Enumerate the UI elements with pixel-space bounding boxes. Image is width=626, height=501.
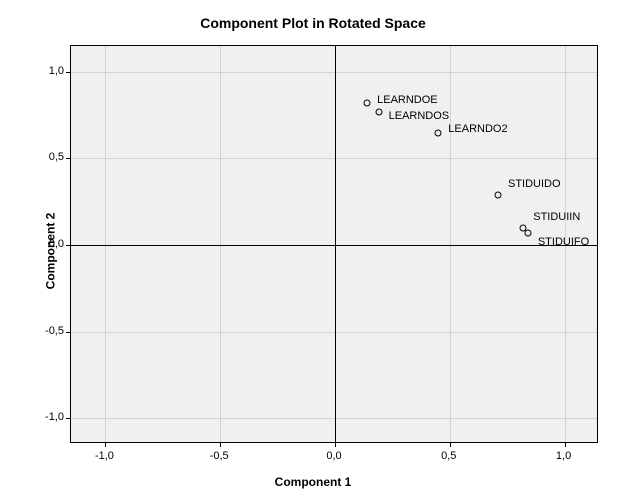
x-tick-label: 0,5: [441, 450, 456, 462]
data-point-label: LEARNDOE: [377, 94, 438, 106]
x-tick-label: -0,5: [210, 450, 229, 462]
x-gridline: [105, 46, 106, 442]
x-zero-line: [335, 46, 336, 442]
data-point: [494, 191, 501, 198]
y-gridline: [71, 72, 597, 73]
y-tick-label: -1,0: [40, 411, 64, 423]
y-tick-mark: [66, 158, 71, 159]
y-tick-mark: [66, 72, 71, 73]
y-tick-label: 0,0: [40, 238, 64, 250]
component-plot-chart: Component Plot in Rotated Space Componen…: [0, 0, 626, 501]
x-tick-mark: [220, 442, 221, 447]
x-tick-label: 1,0: [556, 450, 571, 462]
data-point: [435, 129, 442, 136]
data-point-label: LEARNDOS: [389, 110, 450, 122]
x-tick-label: 0,0: [326, 450, 341, 462]
data-point-label: STIDUIFO: [538, 236, 589, 248]
data-point: [524, 229, 531, 236]
y-axis-title: Component 2: [43, 212, 57, 289]
y-zero-line: [71, 245, 597, 246]
y-gridline: [71, 332, 597, 333]
y-tick-label: 1,0: [40, 65, 64, 77]
y-tick-mark: [66, 418, 71, 419]
y-gridline: [71, 418, 597, 419]
y-tick-mark: [66, 332, 71, 333]
x-tick-mark: [335, 442, 336, 447]
y-tick-label: 0,5: [40, 151, 64, 163]
x-tick-mark: [450, 442, 451, 447]
data-point-label: STIDUIIN: [533, 211, 580, 223]
x-tick-label: -1,0: [95, 450, 114, 462]
x-tick-mark: [565, 442, 566, 447]
data-point: [375, 108, 382, 115]
x-axis-title: Component 1: [0, 475, 626, 489]
data-point-label: LEARNDO2: [448, 123, 507, 135]
data-point: [364, 100, 371, 107]
x-gridline: [450, 46, 451, 442]
y-gridline: [71, 158, 597, 159]
x-gridline: [220, 46, 221, 442]
chart-title: Component Plot in Rotated Space: [0, 15, 626, 31]
x-tick-mark: [105, 442, 106, 447]
plot-area: LEARNDOE LEARNDOSLEARNDO2 STIDUIDO STIDUIIN…: [70, 45, 598, 443]
y-tick-label: -0,5: [40, 325, 64, 337]
data-point-label: STIDUIDO: [508, 178, 561, 190]
